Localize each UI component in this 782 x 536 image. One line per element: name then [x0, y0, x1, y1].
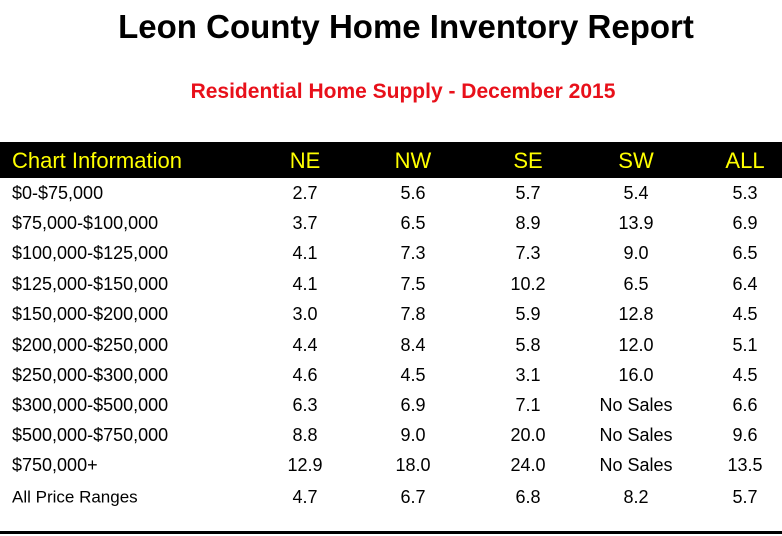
table-cell: 7.3	[515, 243, 541, 263]
table-cell: 3.7	[292, 213, 318, 233]
table-cell: 6.7	[400, 487, 426, 507]
table-cell: 13.5	[727, 455, 763, 475]
table-cell: 8.9	[515, 213, 541, 233]
table-cell: 10.2	[510, 274, 546, 294]
column-header: SE	[513, 148, 543, 173]
table-cell: 5.4	[623, 183, 649, 203]
column-header: NW	[394, 148, 432, 173]
table-cell: 12.9	[287, 455, 323, 475]
table-cell: 5.3	[732, 183, 758, 203]
table-cell: 9.0	[400, 425, 426, 445]
table-cell: 6.6	[732, 395, 758, 415]
table-cell: 24.0	[510, 455, 546, 475]
table-cell: 7.3	[400, 243, 426, 263]
table-cell: 9.6	[732, 425, 758, 445]
table-cell: 4.5	[732, 365, 758, 385]
table-cell: 8.8	[292, 425, 318, 445]
header-bar	[0, 142, 782, 178]
column-header: SW	[618, 148, 654, 173]
table-cell: No Sales	[599, 455, 673, 475]
table-cell: 16.0	[618, 365, 654, 385]
table-cell: 9.0	[623, 243, 649, 263]
table-cell: 18.0	[395, 455, 431, 475]
table-cell: 12.0	[618, 335, 654, 355]
row-label: $75,000-$100,000	[12, 213, 159, 233]
table-cell: 3.1	[515, 365, 541, 385]
row-label: $100,000-$125,000	[12, 243, 169, 263]
row-label: $750,000+	[12, 455, 98, 475]
table-cell: 6.4	[732, 274, 758, 294]
table-cell: 5.7	[515, 183, 541, 203]
bottom-rule	[0, 531, 782, 534]
table-cell: 20.0	[510, 425, 546, 445]
table-cell: 5.8	[515, 335, 541, 355]
row-label: $300,000-$500,000	[12, 395, 169, 415]
row-label: $250,000-$300,000	[12, 365, 169, 385]
table-cell: 4.4	[292, 335, 318, 355]
row-label: $500,000-$750,000	[12, 425, 169, 445]
table-cell: 13.9	[618, 213, 654, 233]
column-header: ALL	[725, 148, 765, 173]
table-cell: 5.1	[732, 335, 758, 355]
table-cell: 4.5	[400, 365, 426, 385]
table-cell: 7.8	[400, 304, 426, 324]
table-cell: 6.5	[732, 243, 758, 263]
table-cell: 6.9	[732, 213, 758, 233]
table-cell: 12.8	[618, 304, 654, 324]
row-label: $0-$75,000	[12, 183, 104, 203]
title: Leon County Home Inventory Report	[118, 8, 694, 45]
table-cell: 6.8	[515, 487, 541, 507]
table-cell: 8.4	[400, 335, 426, 355]
table-cell: 5.7	[732, 487, 758, 507]
row-label: $200,000-$250,000	[12, 335, 169, 355]
row-label: $125,000-$150,000	[12, 274, 169, 294]
table-cell: 6.3	[292, 395, 318, 415]
row-label: All Price Ranges	[12, 487, 138, 507]
table-cell: 3.0	[292, 304, 318, 324]
table-cell: 2.7	[292, 183, 318, 203]
table-cell: 4.6	[292, 365, 318, 385]
table-cell: 4.1	[292, 243, 318, 263]
table-cell: 6.9	[400, 395, 426, 415]
table-cell: 4.7	[292, 487, 318, 507]
subtitle: Residential Home Supply - December 2015	[190, 80, 616, 103]
table-cell: 6.5	[623, 274, 649, 294]
table-cell: 4.1	[292, 274, 318, 294]
table-cell: No Sales	[599, 395, 673, 415]
row-label: $150,000-$200,000	[12, 304, 169, 324]
table-cell: 5.6	[400, 183, 426, 203]
column-header: Chart Information	[12, 148, 182, 173]
column-header: NE	[289, 148, 321, 173]
table-cell: 6.5	[400, 213, 426, 233]
table-cell: 8.2	[623, 487, 649, 507]
table-cell: 5.9	[515, 304, 541, 324]
table-cell: 7.5	[400, 274, 426, 294]
table-cell: 4.5	[732, 304, 758, 324]
table-cell: 7.1	[515, 395, 541, 415]
table-cell: No Sales	[599, 425, 673, 445]
